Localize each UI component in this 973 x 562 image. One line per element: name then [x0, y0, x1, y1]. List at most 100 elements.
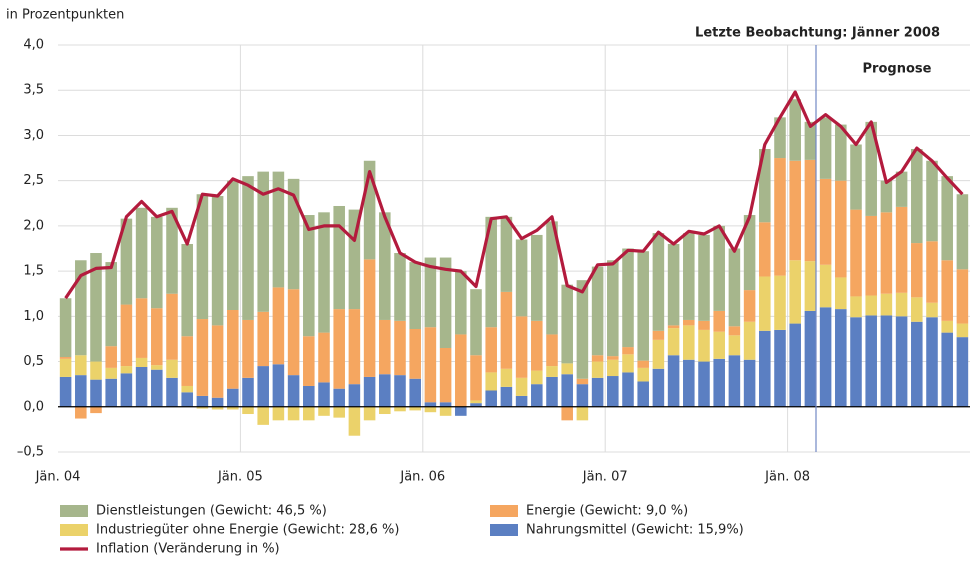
legend-swatch: [490, 524, 518, 536]
bar-segment: [713, 225, 725, 311]
bar-segment: [622, 354, 634, 373]
bar-segment: [151, 216, 163, 309]
bar-segment: [166, 377, 178, 407]
bar-segment: [90, 253, 102, 362]
y-tick-label: 2,0: [23, 218, 44, 233]
bar-segment: [895, 292, 908, 317]
bar-segment: [835, 124, 847, 181]
bar-segment: [607, 376, 619, 407]
bar-segment: [348, 406, 361, 436]
x-tick-label: Jän. 06: [399, 470, 445, 485]
bar-segment: [759, 149, 771, 223]
bar-segment: [926, 160, 938, 242]
bar-segment: [941, 320, 953, 333]
bar-segment: [911, 297, 923, 322]
bar-segment: [227, 388, 239, 407]
bar-segment: [455, 334, 467, 407]
bar-segment: [637, 360, 649, 368]
bar-segment: [546, 334, 558, 367]
bar-segment: [941, 332, 953, 407]
bar-segment: [318, 332, 330, 383]
bar-segment: [379, 374, 391, 407]
annotation: Prognose: [863, 62, 932, 77]
bar-segment: [607, 356, 619, 360]
bar-segment: [105, 262, 117, 347]
bar-segment: [196, 406, 209, 409]
bar-segment: [318, 382, 330, 407]
bar-segment: [196, 194, 209, 320]
bar-segment: [211, 325, 224, 398]
bar-segment: [895, 206, 908, 293]
bar-segment: [774, 117, 786, 159]
bar-segment: [363, 160, 376, 260]
bar-segment: [105, 367, 117, 379]
bar-segment: [713, 331, 725, 359]
bar-segment: [804, 121, 817, 160]
bar-segment: [911, 321, 923, 407]
bar-segment: [789, 99, 801, 161]
bar-segment: [759, 276, 771, 331]
bar-segment: [865, 121, 877, 216]
bar-segment: [363, 406, 376, 421]
bar-segment: [333, 388, 345, 407]
bar-segment: [333, 309, 345, 389]
bar-segment: [363, 376, 376, 407]
bar-segment: [683, 359, 695, 407]
bar-segment: [622, 347, 634, 355]
bar-segment: [120, 218, 133, 305]
bar-segment: [728, 335, 741, 356]
bar-segment: [743, 321, 756, 360]
bar-segment: [333, 205, 345, 310]
bar-segment: [865, 215, 877, 296]
bar-segment: [819, 264, 832, 308]
bar-segment: [90, 361, 102, 380]
bar-segment: [379, 406, 391, 415]
legend-swatch: [60, 524, 88, 536]
bar-segment: [287, 375, 300, 407]
legend-label: Dienstleistungen (Gewicht: 46,5 %): [96, 504, 327, 519]
bar-segment: [409, 328, 421, 379]
bar-segment: [120, 304, 133, 367]
bar-segment: [227, 180, 239, 311]
bar-segment: [850, 209, 862, 297]
bar-segment: [865, 315, 877, 407]
bar-segment: [211, 196, 224, 326]
bar-segment: [774, 329, 786, 407]
bar-segment: [303, 385, 315, 407]
bar-segment: [880, 180, 893, 213]
bar-segment: [424, 257, 437, 328]
bar-segment: [728, 326, 741, 336]
bar-segment: [531, 234, 543, 321]
bar-segment: [120, 366, 133, 374]
bar-segment: [774, 158, 786, 276]
bar-segment: [622, 248, 634, 348]
bar-segment: [759, 222, 771, 277]
bar-segment: [105, 346, 117, 368]
bar-segment: [591, 377, 604, 407]
bar-segment: [546, 376, 558, 407]
bar-segment: [713, 310, 725, 332]
bar-segment: [667, 355, 680, 407]
bar-segment: [819, 117, 832, 179]
bar-segment: [911, 149, 923, 244]
bar-segment: [911, 243, 923, 298]
bar-segment: [59, 358, 72, 377]
bar-segment: [151, 308, 163, 366]
bar-segment: [880, 293, 893, 316]
bar-segment: [956, 337, 969, 407]
bar-segment: [166, 293, 178, 360]
bar-segment: [348, 309, 361, 385]
bar-segment: [637, 381, 649, 407]
x-tick-label: Jän. 04: [35, 470, 81, 485]
bar-segment: [667, 243, 680, 326]
bar-segment: [667, 325, 680, 329]
bar-segment: [75, 355, 87, 376]
bar-segment: [455, 406, 467, 416]
bar-segment: [90, 379, 102, 407]
bar-segment: [242, 406, 254, 415]
bar-segment: [424, 402, 437, 407]
bar-segment: [166, 207, 178, 294]
bar-segment: [515, 377, 528, 396]
legend-label: Energie (Gewicht: 9,0 %): [526, 504, 688, 519]
